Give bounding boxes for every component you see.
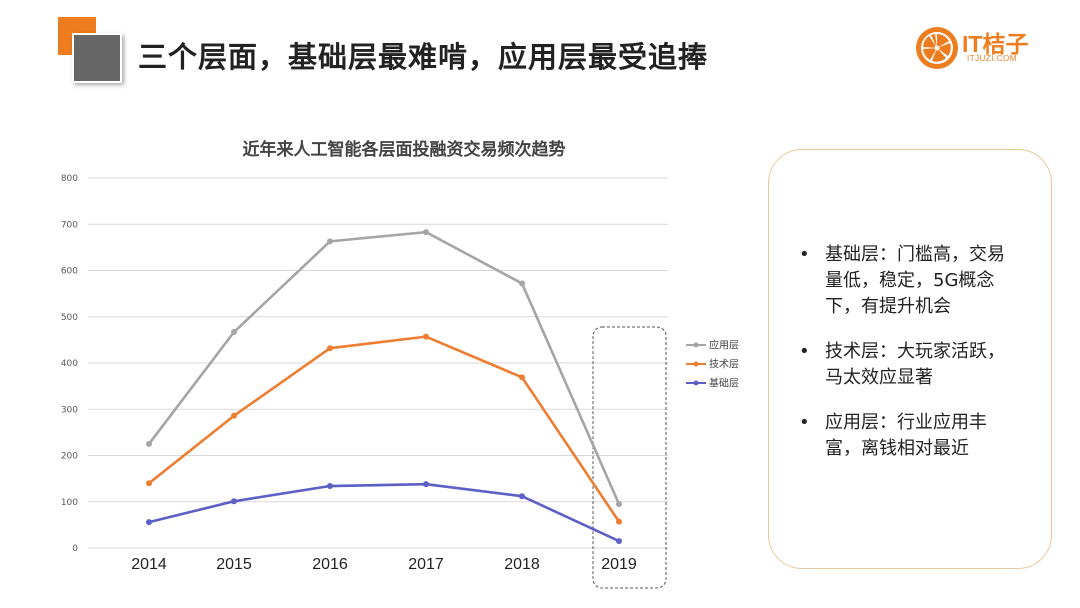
data-point	[423, 229, 429, 236]
data-point	[519, 374, 525, 381]
legend-marker	[693, 361, 699, 367]
data-point	[519, 493, 525, 500]
series-line-0	[147, 230, 621, 505]
data-point	[231, 329, 237, 336]
data-point	[146, 480, 152, 487]
y-tick-label: 400	[61, 359, 78, 369]
highlight-2019-box	[592, 326, 667, 589]
note-text: 应用层：行业应用丰富，离钱相对最近	[825, 412, 987, 459]
data-point	[327, 238, 333, 245]
y-tick-label: 300	[61, 405, 78, 415]
data-point	[231, 498, 237, 505]
data-point	[146, 440, 152, 447]
data-point	[327, 345, 333, 352]
bullet: •	[799, 412, 810, 433]
data-point	[327, 483, 333, 490]
x-tick-label: 2014	[131, 556, 167, 573]
note-text: 技术层：大玩家活跃，马太效应显著	[825, 341, 1005, 388]
note-item: • 技术层：大玩家活跃，马太效应显著	[789, 339, 1019, 391]
x-tick-label: 2018	[504, 556, 540, 573]
y-tick-label: 800	[61, 174, 78, 184]
x-tick-label: 2015	[216, 556, 252, 573]
note-text: 基础层：门槛高，交易量低，稳定，5G概念下，有提升机会	[825, 244, 1005, 317]
bullet: •	[799, 341, 810, 362]
y-tick-label: 500	[61, 313, 78, 323]
series-line-2	[148, 482, 620, 543]
logo-subtext: ITJUZI.COM	[967, 54, 1017, 63]
data-point	[146, 519, 152, 526]
series-line-1	[148, 335, 621, 523]
x-tick-label: 2017	[408, 556, 444, 573]
y-tick-label: 100	[61, 498, 78, 508]
title-decoration-gray	[72, 33, 122, 83]
y-tick-label: 600	[61, 267, 78, 277]
y-tick-label: 0	[72, 544, 78, 554]
data-point	[423, 333, 429, 340]
y-tick-label: 200	[61, 452, 78, 462]
slide-title: 三个层面，基础层最难啃，应用层最受追捧	[138, 40, 709, 74]
data-point	[616, 518, 622, 525]
company-logo: IT桔子 ITJUZI.COM	[915, 23, 1065, 73]
legend-label: 技术层	[709, 358, 739, 371]
chart-title: 近年来人工智能各层面投融资交易频次趋势	[243, 139, 566, 160]
logo-text: IT桔子	[962, 31, 1029, 57]
orange-slice-icon	[916, 27, 958, 69]
legend-marker	[693, 380, 699, 386]
legend-marker	[693, 342, 699, 348]
bullet: •	[799, 244, 810, 265]
note-item: • 基础层：门槛高，交易量低，稳定，5G概念下，有提升机会	[789, 242, 1019, 320]
y-tick-label: 700	[61, 220, 78, 230]
data-point	[231, 412, 237, 419]
data-point	[423, 481, 429, 488]
x-tick-label: 2016	[312, 556, 348, 573]
legend-label: 基础层	[709, 377, 739, 390]
data-point	[616, 538, 622, 545]
data-point	[616, 501, 622, 508]
legend-label: 应用层	[709, 339, 739, 352]
x-tick-label: 2019	[601, 556, 637, 573]
data-point	[519, 280, 525, 287]
note-item: • 应用层：行业应用丰富，离钱相对最近	[789, 410, 1019, 462]
notes-panel: • 基础层：门槛高，交易量低，稳定，5G概念下，有提升机会 • 技术层：大玩家活跃，…	[768, 149, 1052, 569]
